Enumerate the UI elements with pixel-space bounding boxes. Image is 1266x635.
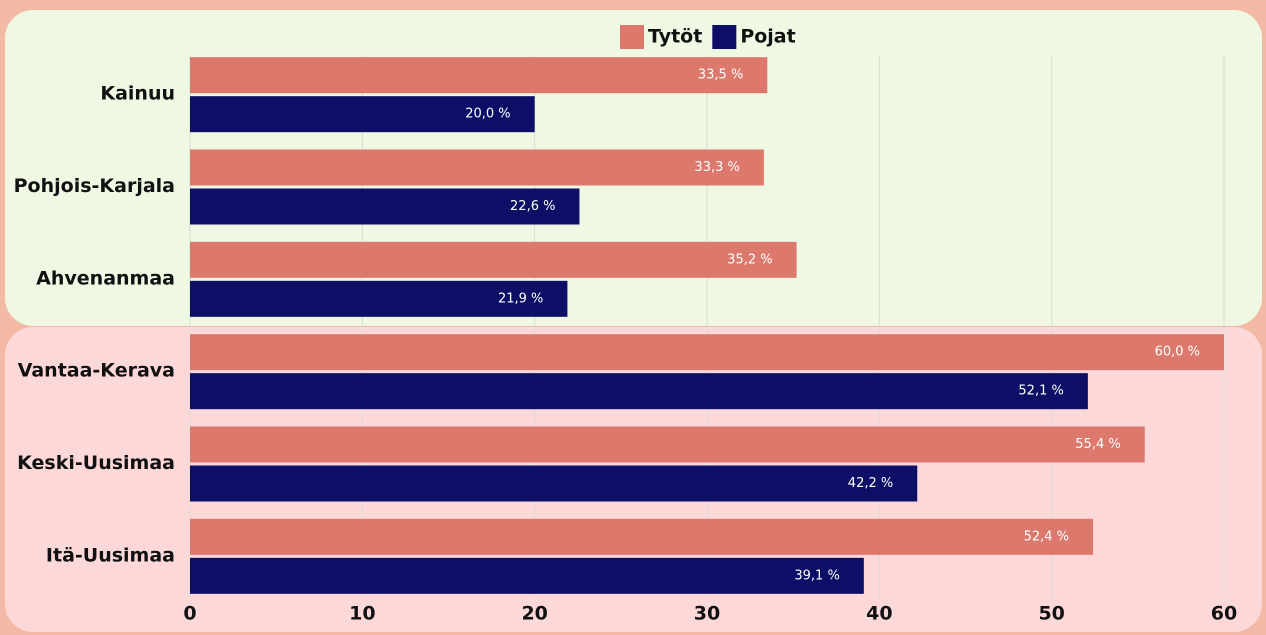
value-label: 21,9 % (498, 291, 543, 306)
category-label: Kainuu (100, 83, 175, 105)
bar (190, 373, 1088, 410)
bar (190, 518, 1094, 555)
value-label: 52,4 % (1024, 529, 1069, 544)
legend-swatch (620, 25, 644, 49)
bar (190, 334, 1224, 371)
value-label: 52,1 % (1018, 384, 1063, 399)
legend-label: Tytöt (648, 26, 702, 48)
x-tick-label: 50 (1038, 603, 1064, 625)
bar (190, 557, 864, 594)
category-label: Ahvenanmaa (36, 267, 175, 289)
x-tick-label: 20 (521, 603, 547, 625)
value-label: 39,1 % (794, 568, 839, 583)
value-label: 22,6 % (510, 199, 555, 214)
x-tick-label: 40 (866, 603, 892, 625)
category-label: Itä-Uusimaa (46, 544, 175, 566)
bar (190, 96, 535, 133)
bar (190, 465, 918, 502)
x-tick-label: 60 (1211, 603, 1237, 625)
value-label: 20,0 % (465, 107, 510, 122)
legend-label: Pojat (740, 26, 795, 48)
bar (190, 280, 568, 317)
bar (190, 241, 797, 278)
category-label: Pohjois-Karjala (14, 175, 175, 197)
x-tick-label: 10 (349, 603, 375, 625)
value-label: 55,4 % (1075, 437, 1120, 452)
value-label: 42,2 % (848, 476, 893, 491)
bar (190, 426, 1145, 463)
bar (190, 188, 580, 225)
value-label: 33,3 % (694, 160, 739, 175)
category-label: Vantaa-Kerava (18, 360, 175, 382)
category-label: Keski-Uusimaa (17, 452, 175, 474)
value-label: 35,2 % (727, 252, 772, 267)
legend-swatch (712, 25, 737, 49)
bar (190, 57, 768, 94)
value-label: 60,0 % (1155, 345, 1200, 360)
x-tick-label: 0 (183, 603, 196, 625)
x-tick-label: 30 (694, 603, 720, 625)
value-label: 33,5 % (698, 68, 743, 83)
bar (190, 149, 764, 186)
